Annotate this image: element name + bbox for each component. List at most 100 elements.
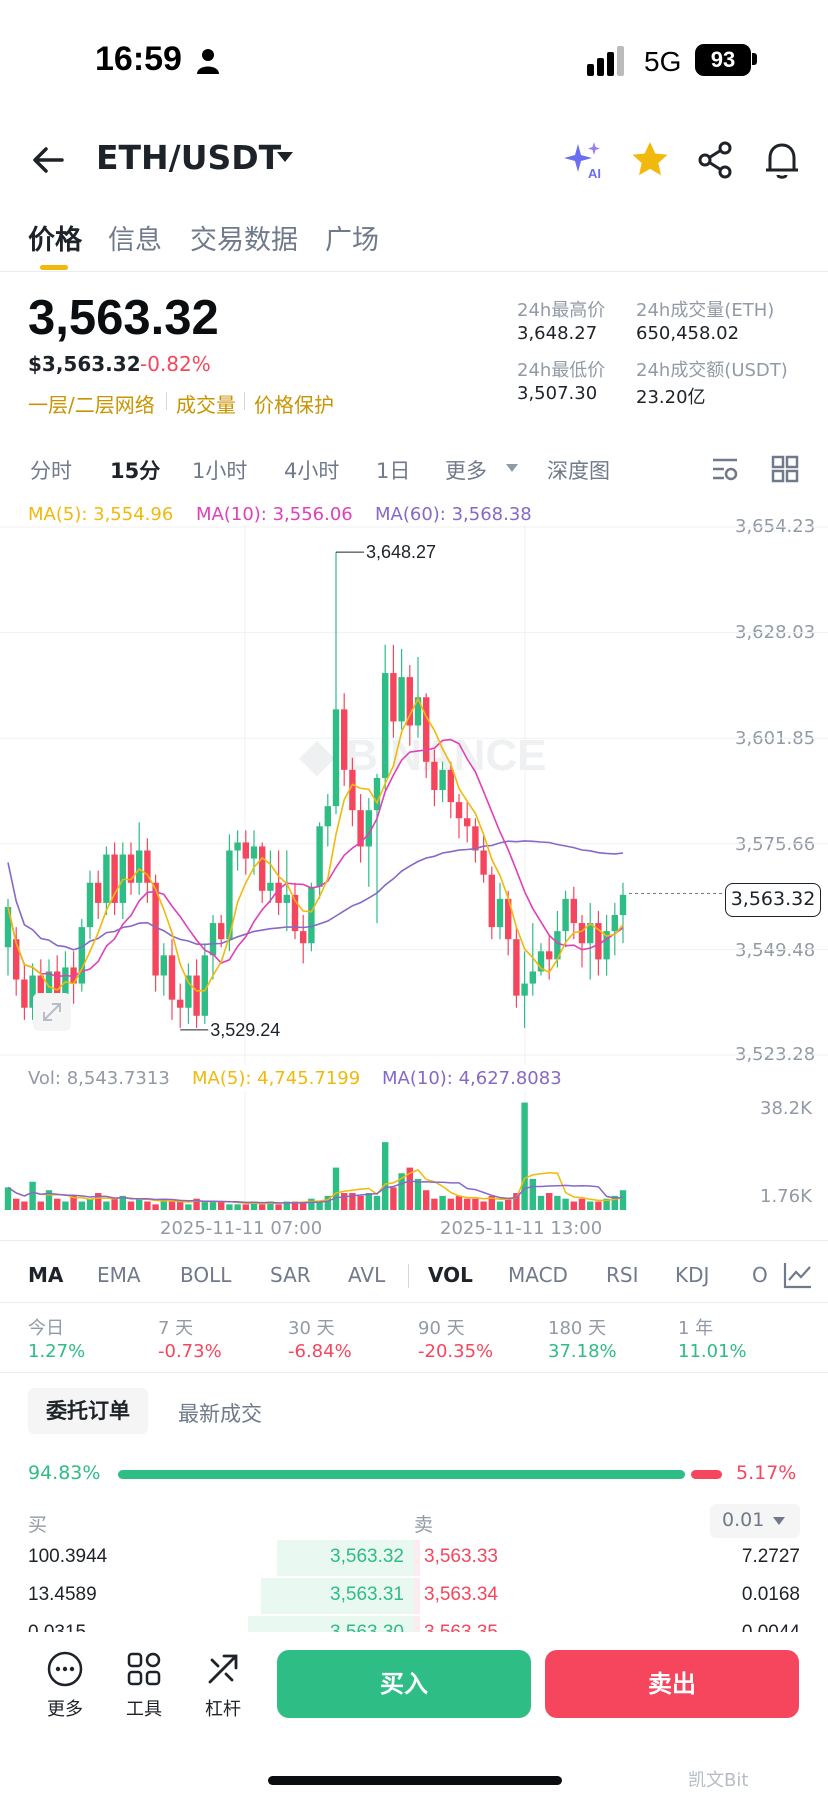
network-link[interactable]: 一层/二层网络 xyxy=(28,393,155,417)
volume-bar xyxy=(95,1193,102,1210)
favorite-star-icon[interactable] xyxy=(628,138,672,182)
tab-order-book[interactable]: 委托订单 xyxy=(28,1388,148,1434)
trading-pair-title[interactable]: ETH/USDT xyxy=(96,138,282,177)
candle-down xyxy=(357,810,364,847)
watermark-logo: ◆ BINANCE xyxy=(299,731,547,780)
stat-24h-vol-usdt: 23.20亿 xyxy=(636,387,706,408)
back-arrow-icon[interactable] xyxy=(28,140,68,180)
ask-quantity[interactable]: 7.2727 xyxy=(741,1546,800,1567)
bid-price[interactable]: 3,563.31 xyxy=(330,1584,404,1605)
tab-trading-data[interactable]: 交易数据 xyxy=(190,225,298,256)
buy-button[interactable]: 买入 xyxy=(277,1650,531,1718)
tools-label[interactable]: 工具 xyxy=(126,1699,162,1720)
volume-chart xyxy=(4,1090,627,1215)
candle-down xyxy=(218,923,225,940)
share-icon[interactable] xyxy=(694,138,738,182)
bid-quantity[interactable]: 100.3944 xyxy=(28,1546,108,1567)
caret-down-icon[interactable] xyxy=(505,463,519,473)
volume-bar xyxy=(505,1198,512,1210)
indicator-sar[interactable]: SAR xyxy=(270,1263,311,1287)
indicator-ema[interactable]: EMA xyxy=(97,1263,141,1287)
sell-ratio-bar xyxy=(691,1470,722,1479)
price-protection-link[interactable]: 价格保护 xyxy=(254,393,334,417)
ai-sparkle-icon[interactable]: AI xyxy=(562,138,606,182)
interval-15m[interactable]: 15分 xyxy=(110,459,161,483)
fullscreen-icon[interactable] xyxy=(32,992,72,1032)
active-tab-indicator xyxy=(40,265,68,270)
price-change-percent: -0.82% xyxy=(140,352,211,376)
ask-price[interactable]: 3,563.33 xyxy=(424,1546,498,1567)
current-price-tag: 3,563.32 xyxy=(725,883,821,917)
battery-icon xyxy=(752,53,757,65)
indicator-avl[interactable]: AVL xyxy=(348,1263,386,1287)
sell-ratio: 5.17% xyxy=(736,1462,797,1484)
volume-ma10-legend: MA(10): 4,627.8083 xyxy=(382,1068,562,1089)
chart-settings-icon[interactable] xyxy=(710,454,740,484)
indicator-vol[interactable]: VOL xyxy=(428,1263,473,1287)
candle-down xyxy=(291,894,299,932)
volume-bar xyxy=(357,1195,364,1210)
indicator-kdj[interactable]: KDJ xyxy=(675,1263,710,1287)
interval-1d[interactable]: 1日 xyxy=(376,459,411,483)
performance-value: -6.84% xyxy=(288,1341,352,1362)
ma5-legend: MA(5): 3,554.96 xyxy=(28,504,174,525)
caret-down-icon[interactable] xyxy=(276,151,294,163)
performance-label: 1 年 xyxy=(678,1318,714,1339)
volume-bar xyxy=(21,1201,28,1210)
volume-link[interactable]: 成交量 xyxy=(176,393,236,417)
candle-up xyxy=(29,975,36,1008)
depth-chart-tab[interactable]: 深度图 xyxy=(547,459,610,483)
interval-1h[interactable]: 1小时 xyxy=(192,459,248,483)
more-label[interactable]: 更多 xyxy=(47,1699,83,1720)
volume-bar xyxy=(390,1187,397,1210)
interval-4h[interactable]: 4小时 xyxy=(284,459,340,483)
more-icon[interactable] xyxy=(46,1650,84,1688)
volume-bar xyxy=(619,1190,627,1210)
tab-price[interactable]: 价格 xyxy=(28,225,82,256)
tab-info[interactable]: 信息 xyxy=(108,225,162,256)
indicator-rsi[interactable]: RSI xyxy=(606,1263,639,1287)
volume-bar xyxy=(365,1193,372,1210)
bid-price[interactable]: 3,563.32 xyxy=(330,1546,404,1567)
volume-bar xyxy=(283,1201,290,1210)
candle-down xyxy=(54,971,61,996)
leverage-label[interactable]: 杠杆 xyxy=(205,1699,241,1720)
ask-quantity[interactable]: 0.0168 xyxy=(741,1584,800,1605)
interval-line[interactable]: 分时 xyxy=(30,459,72,483)
volume-bar xyxy=(62,1201,69,1210)
volume-bar xyxy=(136,1198,143,1210)
tools-icon[interactable] xyxy=(125,1650,163,1688)
candlestick-chart[interactable]: ◆ BINANCE 3,648.27 3,529.24 xyxy=(0,525,828,1065)
volume-bar xyxy=(226,1204,233,1210)
notification-bell-icon[interactable] xyxy=(760,138,804,182)
volume-bar xyxy=(373,1195,381,1210)
ask-price[interactable]: 3,563.34 xyxy=(424,1584,498,1605)
candle-up xyxy=(226,850,233,940)
volume-bar xyxy=(455,1195,463,1210)
interval-more[interactable]: 更多 xyxy=(445,459,487,483)
caret-down-icon xyxy=(773,1517,785,1525)
precision-select[interactable]: 0.01 xyxy=(710,1504,800,1538)
indicator-ma[interactable]: MA xyxy=(28,1263,64,1287)
candle-down xyxy=(127,854,135,883)
network-type: 5G xyxy=(644,46,682,77)
tab-divider xyxy=(0,271,828,272)
indicator-more[interactable]: O xyxy=(752,1263,768,1287)
candle-up xyxy=(537,951,545,972)
candle-down xyxy=(13,939,20,980)
leverage-icon[interactable] xyxy=(204,1650,242,1688)
candle-up xyxy=(4,906,12,948)
candle-down xyxy=(464,818,471,827)
volume-bar xyxy=(259,1204,266,1210)
tab-square[interactable]: 广场 xyxy=(325,225,379,256)
tab-recent-trades[interactable]: 最新成交 xyxy=(178,1402,262,1426)
candle-up xyxy=(283,894,290,903)
indicator-settings-icon[interactable] xyxy=(782,1260,814,1290)
indicator-boll[interactable]: BOLL xyxy=(180,1263,232,1287)
candle-up xyxy=(562,898,569,932)
layout-grid-icon[interactable] xyxy=(770,454,800,484)
bid-quantity[interactable]: 13.4589 xyxy=(28,1584,97,1605)
home-indicator xyxy=(268,1776,562,1785)
sell-button[interactable]: 卖出 xyxy=(545,1650,799,1718)
indicator-macd[interactable]: MACD xyxy=(508,1263,568,1287)
